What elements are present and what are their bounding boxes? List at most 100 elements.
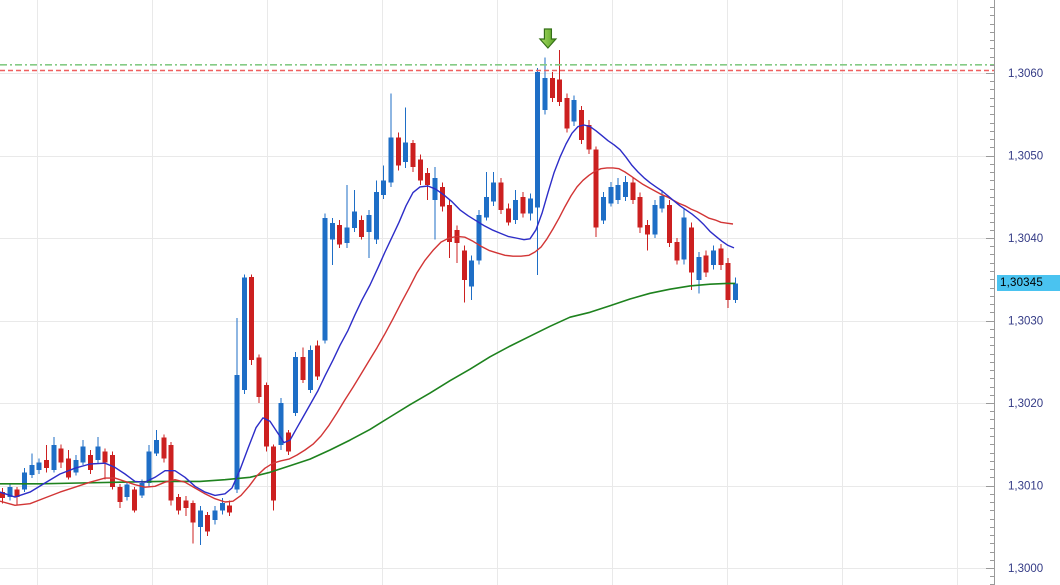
- candle-up: [608, 181, 614, 207]
- candle-down: [498, 177, 504, 215]
- candle-down: [315, 340, 321, 380]
- candle-body: [241, 277, 247, 390]
- candle-down: [395, 132, 401, 171]
- candle-body: [601, 196, 607, 221]
- candle-body: [733, 283, 738, 300]
- candle-body: [329, 223, 335, 240]
- candle-up: [571, 95, 577, 126]
- candle-up: [659, 190, 665, 213]
- candle-up: [73, 454, 79, 476]
- candle-body: [43, 459, 49, 469]
- candle-up: [652, 200, 658, 238]
- candle-up: [21, 468, 27, 493]
- candle-up: [542, 57, 548, 115]
- candle-up: [469, 255, 475, 300]
- candle-down: [183, 496, 189, 517]
- candle-body: [256, 357, 262, 398]
- candle-body: [344, 227, 350, 243]
- candle-up: [7, 483, 13, 501]
- candle-up: [403, 107, 409, 168]
- candle-body: [593, 149, 599, 228]
- candle-body: [681, 217, 687, 260]
- candle-body: [417, 159, 423, 181]
- candle-up: [293, 351, 299, 417]
- candle-down: [58, 444, 64, 469]
- candle-body: [14, 489, 20, 498]
- candle-down: [593, 146, 599, 238]
- candle-body: [659, 195, 665, 209]
- candle-down: [417, 154, 423, 186]
- candle-up: [36, 458, 42, 474]
- candle-body: [637, 196, 643, 228]
- candle-body: [183, 500, 189, 508]
- candle-body: [285, 432, 291, 452]
- candle-body: [205, 515, 211, 532]
- candle-down: [718, 243, 724, 271]
- candle-body: [615, 185, 621, 201]
- candle-body: [161, 437, 167, 459]
- candle-body: [102, 451, 108, 463]
- candle-body: [293, 356, 299, 413]
- candle-down: [0, 487, 5, 504]
- candle-up: [322, 213, 328, 344]
- candle-body: [366, 214, 372, 233]
- candle-down: [505, 203, 511, 226]
- candle-down: [168, 441, 174, 506]
- candle-up: [344, 185, 350, 248]
- y-axis-label: 1,3050: [1008, 151, 1043, 163]
- candle-body: [219, 502, 225, 511]
- candle-body: [725, 262, 731, 300]
- candle-up: [351, 190, 357, 233]
- candle-body: [564, 97, 570, 129]
- price-axis[interactable]: 1,3060 1,3050 1,3040 1,3030 1,3020 1,3010 1,30…: [986, 0, 1043, 585]
- candle-body: [513, 200, 519, 220]
- candle-body: [696, 256, 702, 281]
- candle-body: [549, 77, 555, 98]
- y-axis-label: 1,3030: [1008, 316, 1043, 328]
- candle-down: [674, 238, 680, 265]
- candle-down: [205, 511, 211, 536]
- candle-body: [263, 384, 269, 447]
- candle-body: [667, 205, 673, 243]
- candle-body: [212, 510, 218, 521]
- candle-down: [410, 139, 416, 172]
- candle-body: [146, 451, 152, 484]
- candle-up: [711, 245, 717, 270]
- candle-up: [733, 277, 738, 304]
- candle-body: [447, 205, 453, 243]
- candle-body: [439, 186, 445, 207]
- candle-body: [29, 464, 35, 475]
- current-price-tag: 1,30345: [997, 275, 1060, 291]
- candle-body: [542, 77, 548, 111]
- candle-down: [227, 500, 233, 517]
- y-axis-label: 1,3010: [1008, 481, 1043, 493]
- candle-down: [689, 222, 695, 290]
- candle-body: [131, 489, 137, 511]
- candle-body: [483, 196, 489, 218]
- grid-lines: [0, 0, 994, 585]
- candle-body: [175, 497, 181, 511]
- y-axis-label: 1,3020: [1008, 398, 1043, 410]
- candle-down: [300, 347, 306, 384]
- candle-body: [322, 218, 328, 341]
- candle-up: [212, 506, 218, 525]
- candle-body: [95, 446, 101, 460]
- candle-up: [153, 430, 159, 456]
- candle-up: [615, 177, 621, 205]
- candle-body: [645, 224, 651, 235]
- candle-up: [307, 345, 313, 394]
- candle-body: [652, 205, 658, 235]
- sell-arrow-marker-icon[interactable]: [538, 28, 558, 49]
- candle-down: [263, 382, 269, 452]
- candle-down: [43, 445, 49, 473]
- candle-body: [307, 350, 313, 390]
- candle-down: [630, 177, 636, 205]
- candle-body: [315, 345, 321, 377]
- candle-body: [703, 255, 709, 273]
- candle-up: [535, 68, 541, 276]
- candle-up: [388, 93, 394, 187]
- candle-up: [381, 165, 387, 200]
- candle-down: [161, 434, 167, 463]
